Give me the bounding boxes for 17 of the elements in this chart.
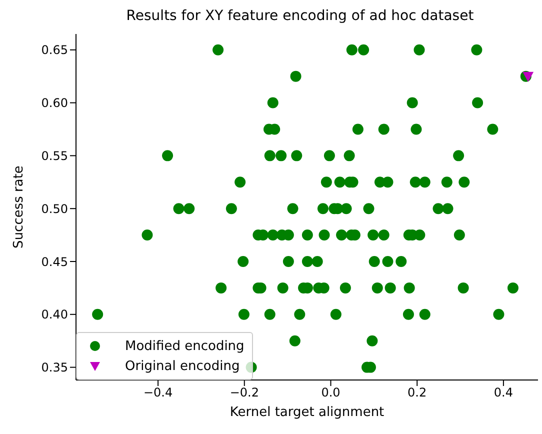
x-tick-label: 0.2 xyxy=(408,386,427,400)
x-axis-title: Kernel target alignment xyxy=(230,405,384,420)
y-tick-label: 0.60 xyxy=(41,96,68,110)
legend-label: Modified encoding xyxy=(125,338,244,354)
y-tick-label: 0.45 xyxy=(41,254,68,269)
x-tick-label: −0.2 xyxy=(230,386,259,400)
x-tick-label: 0.4 xyxy=(494,386,514,400)
x-tick-label: 0.0 xyxy=(321,386,340,400)
y-tick-label: 0.50 xyxy=(41,202,68,216)
chart-title: Results for XY feature encoding of ad hoc dataset xyxy=(125,8,475,26)
y-tick-label: 0.65 xyxy=(41,43,68,58)
legend-label: Original encoding xyxy=(125,358,240,374)
y-tick-label: 0.40 xyxy=(41,308,68,322)
x-tick-label: −0.4 xyxy=(143,386,173,400)
y-axis-title: Success rate xyxy=(12,166,27,248)
y-tick-label: 0.55 xyxy=(41,148,68,163)
y-tick-label: 0.35 xyxy=(41,360,68,375)
